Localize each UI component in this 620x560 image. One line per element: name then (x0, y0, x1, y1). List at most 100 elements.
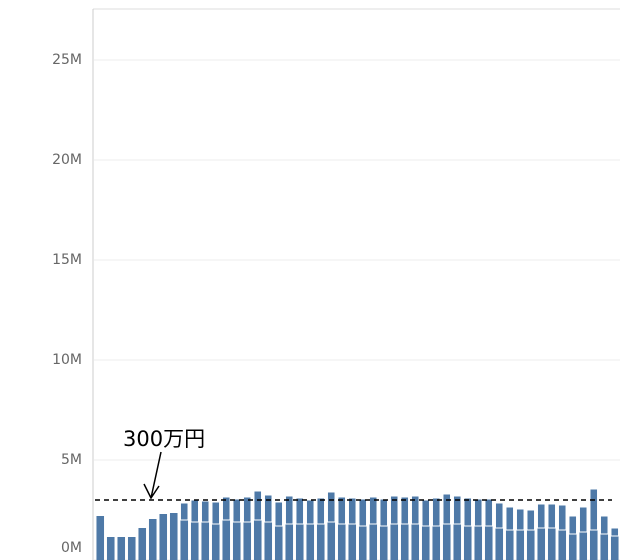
bar-segment (327, 522, 336, 560)
y-tick-label: 0M (61, 540, 82, 556)
bar-segment (96, 516, 105, 560)
bar-segment (179, 502, 189, 521)
bar-segment (211, 501, 221, 525)
bar-segment (558, 530, 567, 560)
bar-segment (306, 524, 315, 560)
bar-segment (463, 497, 473, 527)
bar-segment (347, 497, 357, 525)
bar-segment (284, 495, 294, 525)
bar-segment (431, 497, 441, 527)
annotation-arrow (143, 451, 162, 500)
bar-segment (337, 524, 346, 560)
bar-segment (232, 498, 242, 523)
bar-segment (421, 499, 431, 527)
bar-segment (536, 503, 546, 529)
bar-segment (494, 502, 504, 529)
bar-segment (232, 522, 241, 560)
bar-segment (526, 509, 536, 531)
bar-segment (568, 534, 577, 560)
bar-segment (400, 496, 410, 525)
bar-segment (180, 520, 189, 560)
bar-segment (495, 528, 504, 560)
bar-segment (410, 495, 420, 525)
y-tick-label: 10M (52, 352, 82, 368)
bar-segment (285, 524, 294, 560)
bar-segment (326, 491, 336, 523)
bar-segment (610, 527, 620, 537)
bar-segment (295, 497, 305, 525)
bar-segment (379, 498, 389, 527)
bar-segment (358, 498, 368, 527)
bar-segment (474, 526, 483, 560)
bar-segment (211, 524, 220, 560)
bar-segment (515, 508, 525, 531)
bar-segment (169, 513, 178, 560)
bar-segment (253, 490, 263, 521)
bar-segment (106, 537, 115, 560)
bar-segment (537, 528, 546, 560)
bar-segment (117, 537, 126, 560)
bar-segment (421, 526, 430, 560)
bar-segment (389, 495, 399, 525)
bar-segment (148, 519, 157, 560)
bar-segment (390, 524, 399, 560)
bar-segment (599, 515, 609, 535)
bar-segment (568, 515, 578, 535)
bar-segment (453, 524, 462, 560)
bar-segment (190, 499, 200, 523)
bar-segment (368, 496, 378, 525)
bar-segment (316, 497, 326, 525)
bar-segment (505, 530, 514, 560)
bar-segment (400, 524, 409, 560)
bar-segment (442, 493, 452, 525)
bar-segment (589, 530, 598, 560)
bar-segment (222, 520, 231, 560)
bar-segment (348, 524, 357, 560)
bar-segment (473, 498, 483, 527)
bar-segment (138, 528, 147, 560)
bar-segment (557, 504, 567, 531)
bar-segment (243, 522, 252, 560)
bar-segment (484, 526, 493, 560)
bar-segment (505, 506, 515, 531)
bar-segment (516, 530, 525, 560)
bar-segment (253, 520, 262, 560)
y-tick-label: 25M (52, 52, 82, 68)
bar-segment (201, 522, 210, 560)
bar-segment (452, 495, 462, 525)
bar-segment (579, 532, 588, 560)
y-tick-label: 20M (52, 152, 82, 168)
bar-segment (547, 503, 557, 529)
bar-segment (295, 524, 304, 560)
bar-segment (242, 496, 252, 523)
bar-segment (274, 526, 283, 560)
bar-segment (305, 499, 315, 525)
bar-segment (610, 536, 619, 560)
bar-segment (263, 494, 273, 523)
bar-segment (547, 528, 556, 560)
bar-segment (274, 501, 284, 527)
bar-segment (316, 524, 325, 560)
annotation: 300万円 (123, 427, 205, 451)
bar-segment (526, 530, 535, 560)
bar-segment (379, 526, 388, 560)
bar-segment (337, 496, 347, 525)
bar-segment (200, 500, 210, 523)
bar-segment (578, 506, 588, 533)
bar-segment (432, 526, 441, 560)
bar-segment (589, 488, 599, 531)
bar-segment (221, 496, 231, 521)
y-tick-label: 15M (52, 252, 82, 268)
bar-segment (127, 537, 136, 560)
bar-segment (442, 524, 451, 560)
bar-segment (159, 514, 168, 560)
bar-segment (484, 498, 494, 527)
bar-segment (358, 526, 367, 560)
bar-segment (369, 524, 378, 560)
bar-segment (463, 526, 472, 560)
y-tick-label: 5M (61, 452, 82, 468)
bar-segment (190, 522, 199, 560)
bar-segment (411, 524, 420, 560)
bar-segment (600, 534, 609, 560)
